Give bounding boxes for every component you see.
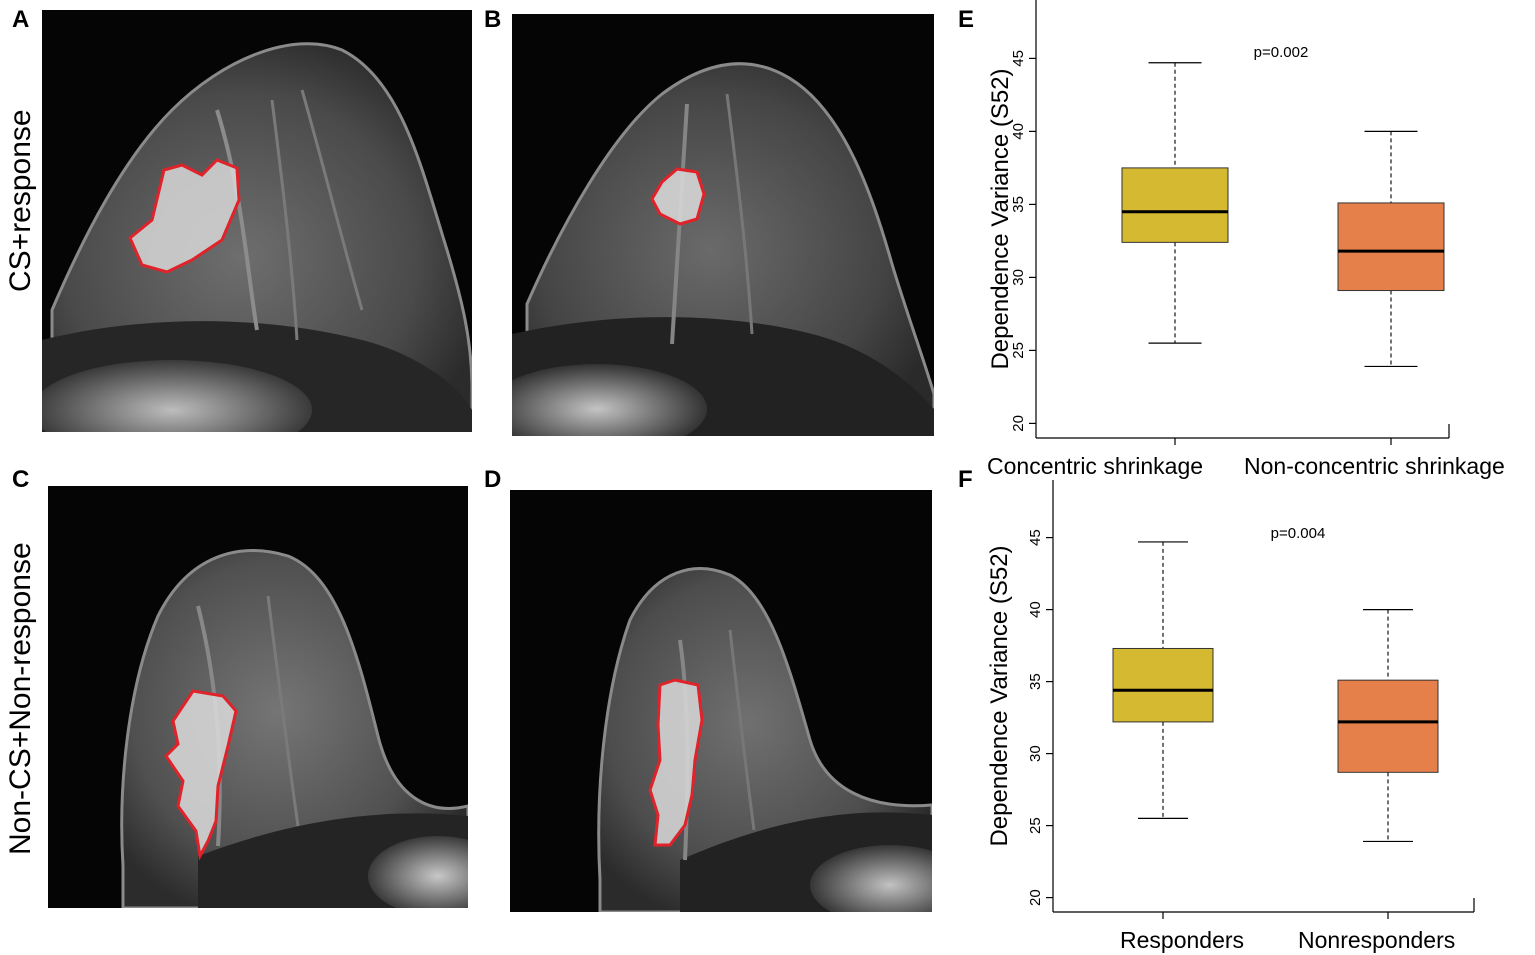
- chart-e-ytick-label-3: 35: [1010, 196, 1027, 213]
- chart-e-y-axis-label: Dependence Variance (S52): [987, 68, 1014, 369]
- chart-f-y-axis-label: Dependence Variance (S52): [986, 545, 1013, 846]
- chart-e-box-0: [1121, 167, 1229, 243]
- chart-f-ytick-label-0: 20: [1027, 889, 1044, 906]
- chart-f-p-value: p=0.004: [1271, 525, 1326, 542]
- mri-image-d: [510, 490, 932, 912]
- chart-f-box-1: [1337, 679, 1439, 773]
- mri-image-b: [512, 14, 934, 436]
- panel-label-e: E: [958, 6, 975, 33]
- tumor-contour-b: [650, 167, 706, 226]
- chart-e-ytick-label-0: 20: [1010, 415, 1027, 432]
- mri-image-a: [42, 10, 472, 432]
- chart-f-ytick-label-4: 40: [1027, 601, 1044, 618]
- chart-f-ytick-label-3: 35: [1027, 673, 1044, 690]
- chart-e-box-1: [1337, 202, 1445, 292]
- chart-f-ytick-label-1: 25: [1027, 817, 1044, 834]
- mri-image-c: [48, 486, 468, 908]
- tumor-contour-d: [648, 678, 704, 847]
- chart-f-ytick-label-5: 45: [1027, 529, 1044, 546]
- chart-e-p-value: p=0.002: [1254, 44, 1309, 61]
- category-label-e-1: Non-concentric shrinkage: [1244, 453, 1505, 479]
- panel-label-b: B: [484, 6, 502, 33]
- panel-label-d: D: [484, 466, 502, 493]
- panel-label-c: C: [12, 466, 30, 493]
- chart-f-box-0: [1112, 647, 1214, 723]
- panel-label-f: F: [958, 466, 973, 493]
- chart-e-ytick-label-5: 45: [1010, 50, 1027, 67]
- row-label-top: CS+response: [4, 109, 37, 292]
- chart-f-ytick-label-2: 30: [1027, 745, 1044, 762]
- row-label-bottom: Non-CS+Non-response: [4, 542, 37, 855]
- category-label-e-0: Concentric shrinkage: [987, 453, 1204, 479]
- category-label-f-1: Nonresponders: [1298, 927, 1456, 953]
- chart-e-ytick-label-2: 30: [1010, 269, 1027, 286]
- category-label-f-0: Responders: [1120, 927, 1245, 953]
- tumor-contour-c: [164, 689, 238, 861]
- panel-label-a: A: [12, 6, 30, 33]
- chart-e-ytick-label-1: 25: [1010, 342, 1027, 359]
- chart-e-ytick-label-4: 40: [1010, 123, 1027, 140]
- tumor-contour-a: [128, 158, 241, 274]
- boxplot-chart-f: 20 25 30 35 40 45 Dependence Variance (S52) p=0…: [986, 480, 1475, 919]
